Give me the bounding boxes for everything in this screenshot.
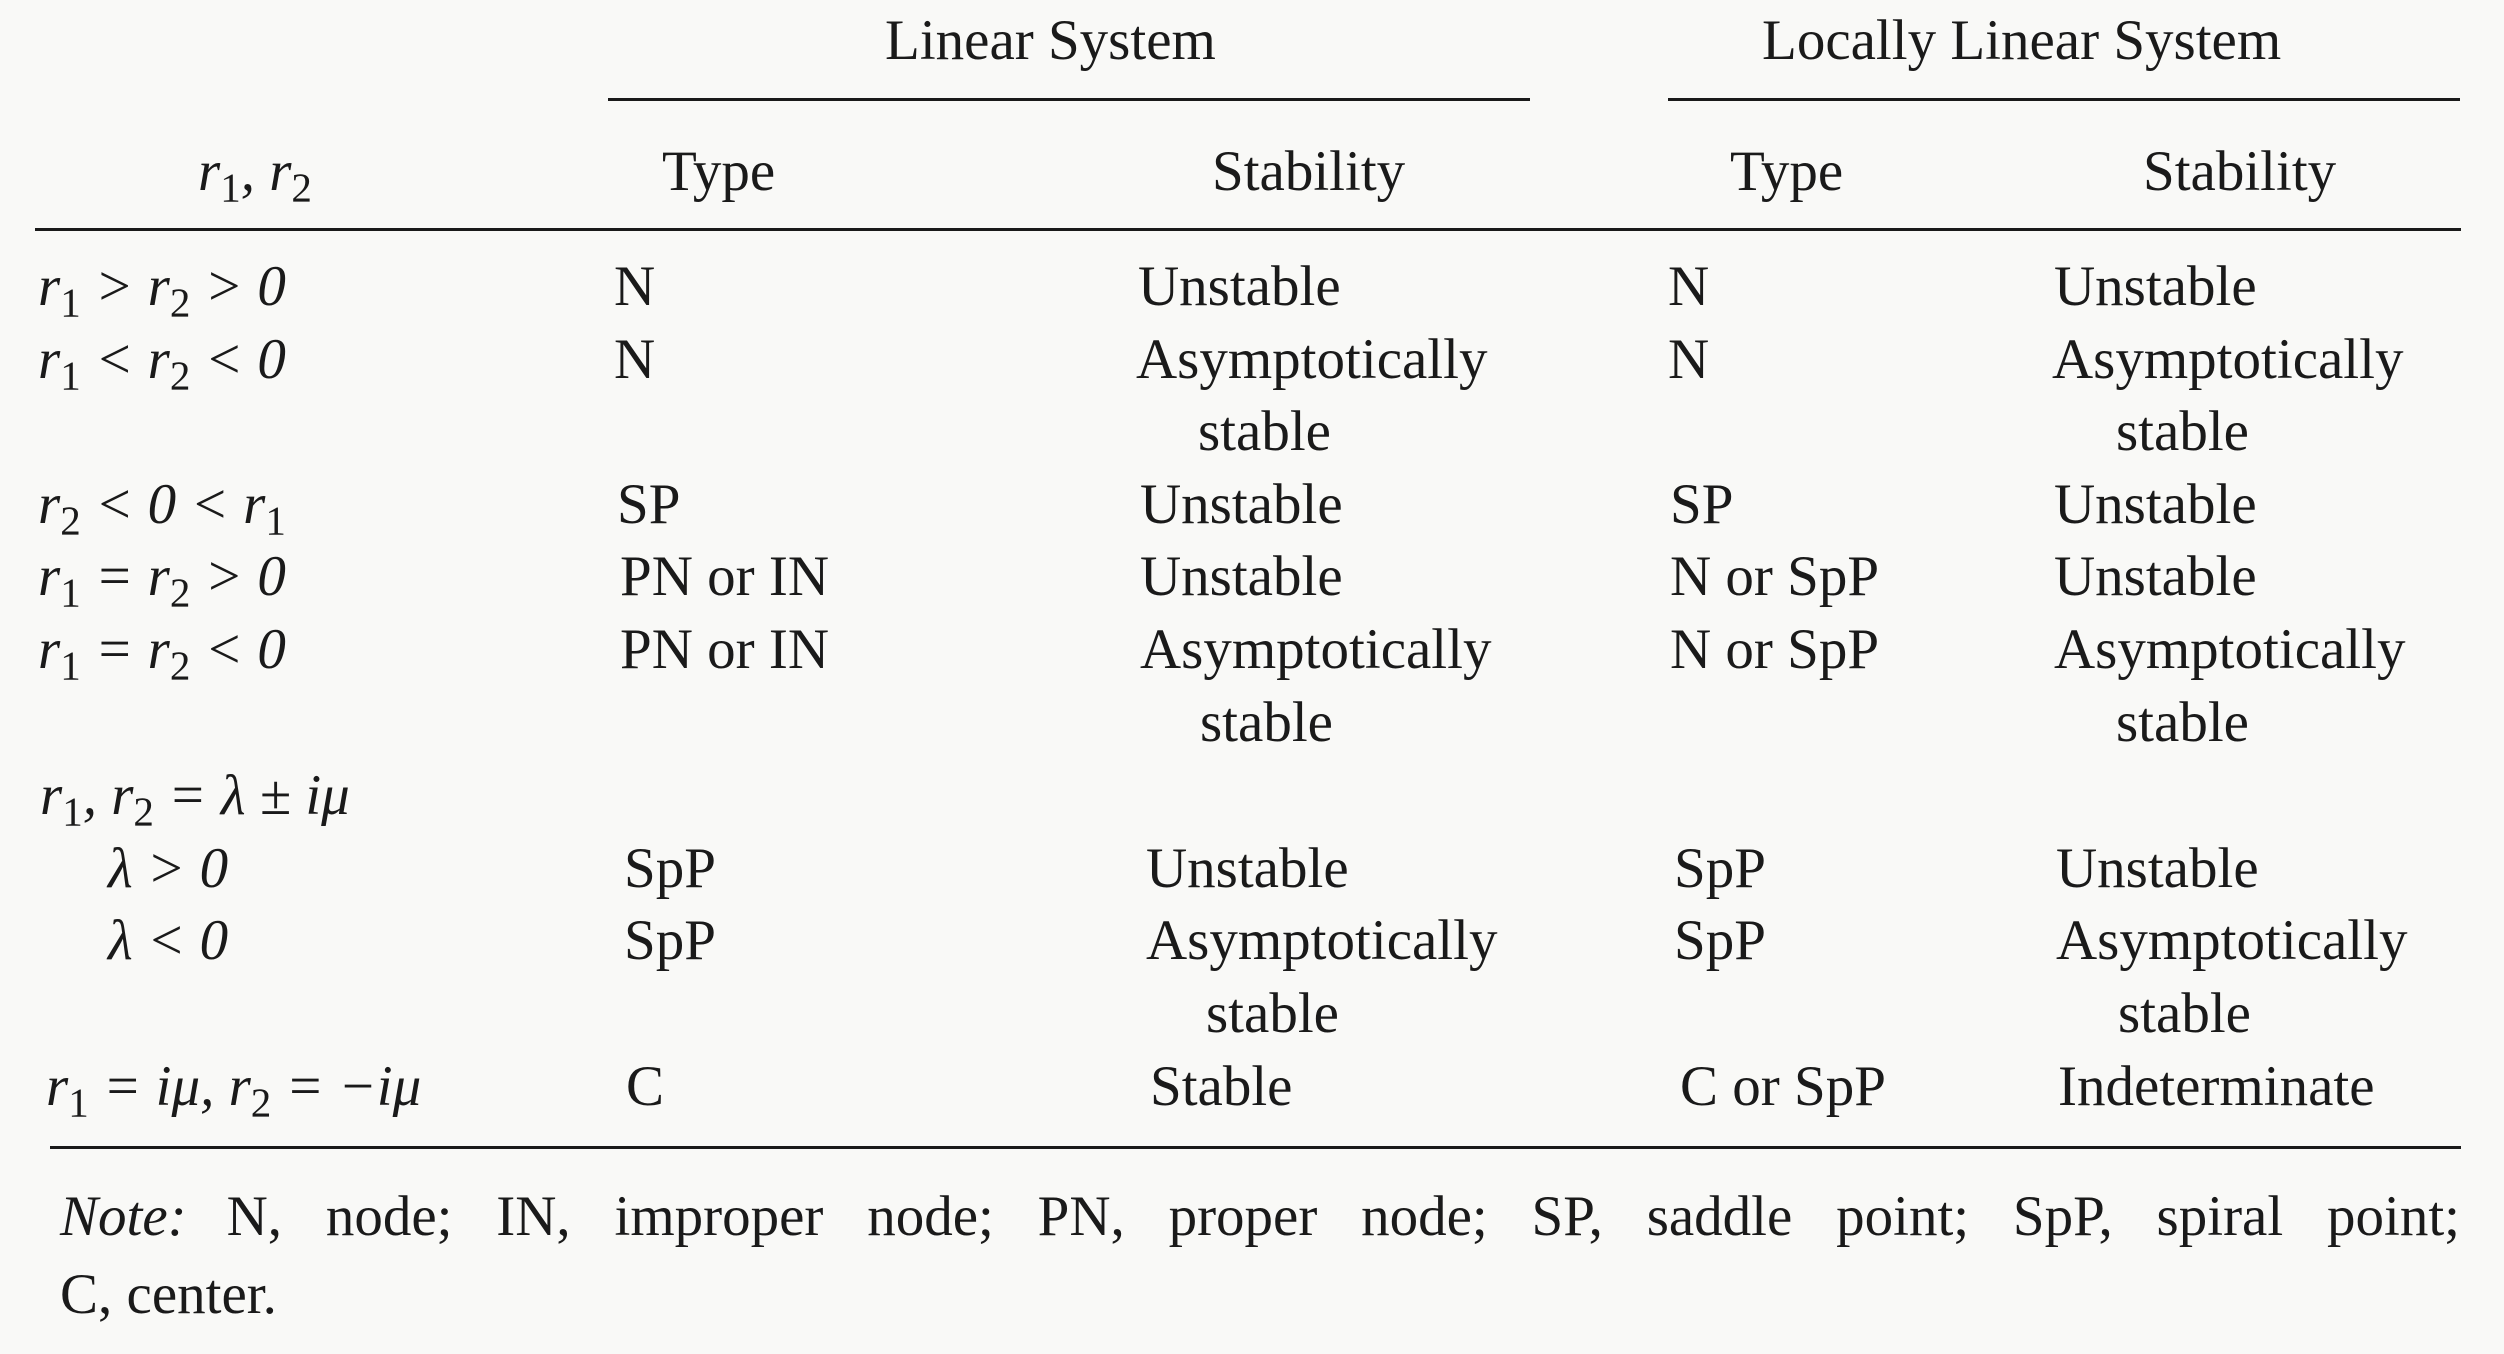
row-linear-stability: Unstable [1146, 837, 1349, 900]
header-local-stability: Stability [2143, 140, 2337, 203]
header-linear-stability: Stability [1212, 140, 1406, 203]
row-linear-type: PN or IN [620, 545, 829, 608]
row-local-type: N or SpP [1670, 545, 1880, 608]
note-line-2: C, center. [60, 1263, 277, 1326]
row-linear-stability: Asymptotically [1146, 909, 1498, 972]
row-linear-type: SP [617, 473, 681, 536]
row-local-stability: Unstable [2054, 473, 2257, 536]
row-linear-stability: Unstable [1140, 545, 1343, 608]
note-line-1: N, node; IN, improper node; PN, proper n… [226, 1185, 2460, 1248]
row-linear-type: SpP [624, 909, 716, 972]
row-linear-type: N [614, 328, 656, 391]
row-linear-stability-cont: stable [1198, 400, 1331, 463]
row-condition: r1 = r2 < 0 [38, 618, 286, 689]
row-condition: r1 < r2 < 0 [38, 328, 286, 399]
row-local-stability-cont: stable [2118, 982, 2251, 1045]
row-local-type: N [1668, 255, 1710, 318]
header-linear-system: Linear System [885, 9, 1216, 72]
row-linear-stability-cont: stable [1206, 982, 1339, 1045]
row-local-type: N or SpP [1670, 618, 1880, 681]
row-local-stability: Asymptotically [2056, 909, 2408, 972]
row-local-stability: Unstable [2054, 545, 2257, 608]
row-local-type: C or SpP [1680, 1055, 1886, 1118]
row-linear-stability: Asymptotically [1136, 328, 1488, 391]
rule-table-bottom [50, 1146, 2461, 1149]
row-condition: λ < 0 [108, 909, 229, 972]
header-linear-type: Type [662, 140, 776, 203]
row-local-type: SP [1670, 473, 1734, 536]
row-condition: r2 < 0 < r1 [38, 473, 286, 544]
rule-header-bottom [35, 228, 2461, 231]
row-local-stability: Unstable [2054, 255, 2257, 318]
row-local-stability: Unstable [2056, 837, 2259, 900]
row-local-type: SpP [1674, 909, 1766, 972]
header-local-type: Type [1730, 140, 1844, 203]
row-condition-complex: r1, r2 = λ ± iμ [40, 764, 350, 835]
row-local-type: N [1668, 328, 1710, 391]
row-linear-type: SpP [624, 837, 716, 900]
row-condition: r1 > r2 > 0 [38, 255, 286, 326]
rule-linear-group [608, 98, 1530, 101]
row-linear-type: C [626, 1055, 665, 1118]
row-linear-stability-cont: stable [1200, 691, 1333, 754]
row-linear-stability: Stable [1150, 1055, 1293, 1118]
row-condition: r1 = r2 > 0 [38, 545, 286, 616]
row-linear-type: PN or IN [620, 618, 829, 681]
row-linear-stability: Unstable [1140, 473, 1343, 536]
header-roots: r1, r2 [198, 140, 312, 211]
row-local-stability-cont: stable [2116, 691, 2249, 754]
rule-locally-linear-group [1668, 98, 2460, 101]
note-label: Note: [60, 1185, 187, 1248]
row-local-stability: Asymptotically [2054, 618, 2406, 681]
row-local-stability: Asymptotically [2052, 328, 2404, 391]
row-condition: r1 = iμ, r2 = −iμ [46, 1055, 422, 1126]
table-note: Note: N, node; IN, improper node; PN, pr… [60, 1188, 2460, 1245]
row-condition: λ > 0 [108, 837, 229, 900]
row-linear-stability: Unstable [1138, 255, 1341, 318]
row-local-stability: Indeterminate [2058, 1055, 2375, 1118]
header-locally-linear-system: Locally Linear System [1762, 9, 2282, 72]
row-local-type: SpP [1674, 837, 1766, 900]
row-local-stability-cont: stable [2116, 400, 2249, 463]
row-linear-type: N [614, 255, 656, 318]
row-linear-stability: Asymptotically [1140, 618, 1492, 681]
